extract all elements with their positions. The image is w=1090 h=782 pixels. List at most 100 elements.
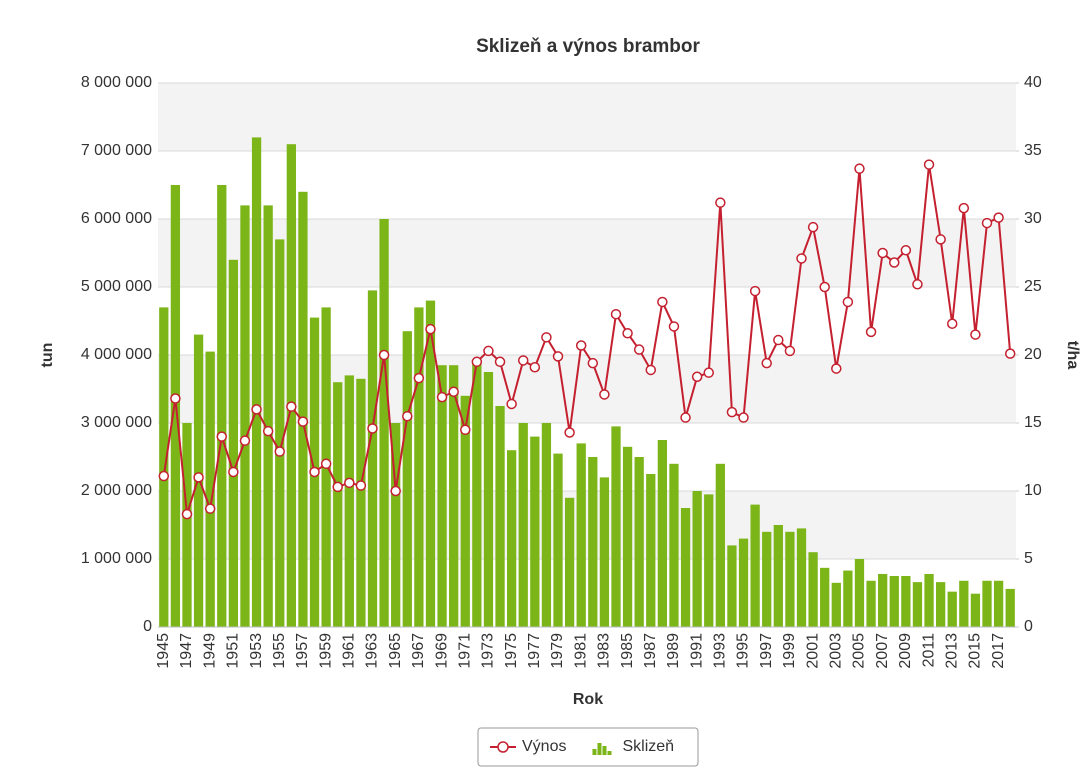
bar <box>344 375 354 627</box>
bar <box>924 573 934 627</box>
x-tick-label: 1951 <box>225 633 242 669</box>
x-tick-label: 1953 <box>248 633 265 669</box>
bar <box>622 446 633 627</box>
x-tick-label: 2017 <box>990 633 1007 669</box>
bar <box>437 365 447 627</box>
point <box>749 285 761 297</box>
point <box>170 393 181 404</box>
bar <box>472 361 482 627</box>
x-tick-label: 1993 <box>712 633 729 669</box>
point <box>575 340 587 351</box>
bar <box>993 580 1004 627</box>
y-tick-label: 8 000 000 <box>81 74 152 91</box>
legend-marker <box>497 741 509 753</box>
x-tick-label: 1947 <box>178 633 195 669</box>
point <box>204 503 216 514</box>
legend-marker <box>597 743 602 755</box>
x-tick-label: 2011 <box>920 633 937 668</box>
point <box>251 404 262 415</box>
x-tick-label: 1987 <box>642 633 659 669</box>
x-tick-label: 1949 <box>201 633 218 669</box>
point <box>831 363 842 374</box>
point <box>320 458 332 470</box>
y2-axis-title: t/ha <box>1064 341 1081 370</box>
plot-band <box>158 83 1016 151</box>
bar <box>483 372 494 627</box>
bar <box>796 528 807 627</box>
x-tick-label: 1971 <box>456 633 473 669</box>
point <box>807 221 819 233</box>
y2-tick-label: 15 <box>1024 414 1042 431</box>
bar <box>298 191 308 628</box>
bar <box>182 423 192 627</box>
point <box>228 466 239 478</box>
bar <box>275 239 285 627</box>
bar <box>750 504 760 627</box>
point <box>912 279 923 290</box>
y-tick-label: 3 000 000 <box>81 414 152 431</box>
y2-tick-label: 40 <box>1024 74 1042 91</box>
x-tick-label: 1975 <box>503 633 520 669</box>
bar <box>878 573 888 627</box>
point <box>900 245 912 256</box>
legend-label: Sklizeň <box>622 738 674 755</box>
point <box>865 326 877 338</box>
x-tick-label: 1995 <box>735 633 752 669</box>
point <box>517 355 529 366</box>
bar <box>935 582 946 627</box>
bar <box>333 382 343 627</box>
point <box>541 332 552 343</box>
bar <box>727 545 737 627</box>
y-tick-label: 4 000 000 <box>81 346 152 363</box>
bar <box>402 331 412 627</box>
bar <box>367 290 378 627</box>
y2-tick-label: 20 <box>1024 346 1042 363</box>
point <box>239 435 251 446</box>
bar <box>715 463 725 627</box>
point <box>506 398 517 410</box>
x-tick-label: 1991 <box>688 633 705 669</box>
x-tick-label: 1967 <box>410 633 427 669</box>
bar <box>553 453 563 627</box>
point <box>564 427 575 438</box>
bar <box>947 591 957 627</box>
bar <box>843 570 853 627</box>
x-tick-label: 1981 <box>572 633 589 669</box>
point <box>274 446 285 457</box>
x-tick-label: 1957 <box>294 633 311 669</box>
point <box>970 329 981 340</box>
point <box>877 247 888 259</box>
y-tick-label: 5 000 000 <box>81 278 152 295</box>
bar <box>611 426 621 627</box>
x-tick-label: 1977 <box>526 633 543 669</box>
bar <box>205 351 215 627</box>
bar <box>982 580 992 627</box>
x-tick-label: 1945 <box>155 633 172 669</box>
point <box>738 412 749 423</box>
point <box>1004 348 1016 359</box>
point <box>610 308 622 320</box>
bar <box>901 576 911 627</box>
bar <box>808 552 818 627</box>
point <box>784 345 796 357</box>
y-tick-label: 1 000 000 <box>81 550 152 567</box>
x-tick-label: 2015 <box>967 633 984 669</box>
point <box>378 349 390 361</box>
x-tick-label: 1985 <box>619 633 636 669</box>
bar <box>530 436 540 627</box>
point <box>355 480 367 491</box>
bar <box>240 205 250 627</box>
y-tick-label: 7 000 000 <box>81 142 152 159</box>
bar <box>425 300 436 627</box>
point <box>448 386 459 397</box>
bar <box>379 219 389 627</box>
point <box>436 391 448 403</box>
bar <box>1005 588 1015 627</box>
point <box>923 159 935 170</box>
point <box>703 367 714 378</box>
bar <box>460 395 470 627</box>
point <box>483 345 494 357</box>
bar <box>286 144 296 627</box>
bar <box>657 440 668 627</box>
point <box>425 323 436 335</box>
